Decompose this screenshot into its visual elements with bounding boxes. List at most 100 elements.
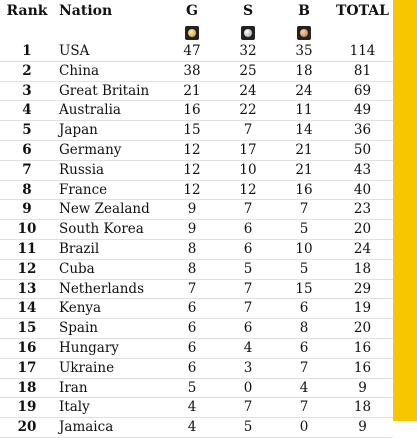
total-cell[interactable]: 20 xyxy=(332,318,393,339)
silver-count-cell[interactable]: 6 xyxy=(220,239,276,260)
bronze-count-cell[interactable]: 4 xyxy=(276,378,332,399)
rank-cell[interactable]: 8 xyxy=(0,180,54,201)
rank-cell[interactable]: 10 xyxy=(0,219,54,240)
total-cell[interactable]: 49 xyxy=(332,100,393,122)
silver-count-cell[interactable]: 6 xyxy=(220,318,276,339)
total-cell[interactable]: 43 xyxy=(332,160,393,181)
nation-cell[interactable]: New Zealand xyxy=(54,199,164,221)
total-cell[interactable]: 36 xyxy=(332,120,393,141)
silver-count-cell[interactable]: 5 xyxy=(220,259,276,280)
total-cell[interactable]: 40 xyxy=(332,180,393,201)
total-cell[interactable]: 20 xyxy=(332,219,393,240)
gold-count-cell[interactable]: 38 xyxy=(164,61,220,82)
bronze-count-cell[interactable]: 15 xyxy=(276,279,332,300)
gold-count-cell[interactable]: 8 xyxy=(164,239,220,260)
silver-count-cell[interactable]: 22 xyxy=(220,100,276,122)
silver-count-cell[interactable]: 4 xyxy=(220,338,276,359)
empty-cell[interactable] xyxy=(54,22,164,42)
nation-cell[interactable]: Germany xyxy=(54,140,164,161)
nation-cell[interactable]: USA xyxy=(54,42,164,62)
silver-count-cell[interactable]: 7 xyxy=(220,279,276,300)
bronze-count-cell[interactable]: 16 xyxy=(276,180,332,201)
total-cell[interactable]: 50 xyxy=(332,140,393,161)
gold-count-cell[interactable]: 9 xyxy=(164,219,220,240)
bronze-count-cell[interactable]: 6 xyxy=(276,298,332,320)
bronze-count-cell[interactable]: 14 xyxy=(276,120,332,141)
nation-cell[interactable]: Japan xyxy=(54,120,164,141)
gold-count-cell[interactable]: 5 xyxy=(164,378,220,399)
gold-count-cell[interactable]: 6 xyxy=(164,298,220,320)
bronze-count-cell[interactable]: 5 xyxy=(276,219,332,240)
silver-count-cell[interactable]: 24 xyxy=(220,81,276,102)
silver-count-cell[interactable]: 17 xyxy=(220,140,276,161)
silver-count-cell[interactable]: 6 xyxy=(220,219,276,240)
total-cell[interactable]: 69 xyxy=(332,81,393,102)
rank-cell[interactable]: 11 xyxy=(0,239,54,260)
gold-count-cell[interactable]: 16 xyxy=(164,100,220,122)
nation-cell[interactable]: Great Britain xyxy=(54,81,164,102)
total-cell[interactable]: 81 xyxy=(332,61,393,82)
total-cell[interactable]: 29 xyxy=(332,279,393,300)
total-cell[interactable]: 16 xyxy=(332,338,393,359)
rank-cell[interactable]: 9 xyxy=(0,199,54,221)
gold-icon-cell[interactable] xyxy=(164,22,220,42)
nation-cell[interactable]: Hungary xyxy=(54,338,164,359)
bronze-count-cell[interactable]: 24 xyxy=(276,81,332,102)
highlighted-column[interactable] xyxy=(393,0,417,421)
gold-count-cell[interactable]: 9 xyxy=(164,199,220,221)
rank-cell[interactable]: 16 xyxy=(0,338,54,359)
nation-cell[interactable]: Ukraine xyxy=(54,358,164,379)
total-header[interactable]: TOTAL xyxy=(336,3,389,19)
nation-cell[interactable]: China xyxy=(54,61,164,82)
nation-cell[interactable]: Russia xyxy=(54,160,164,181)
bronze-count-cell[interactable]: 10 xyxy=(276,239,332,260)
total-cell[interactable]: 19 xyxy=(332,298,393,320)
silver-count-cell[interactable]: 0 xyxy=(220,378,276,399)
total-cell[interactable]: 16 xyxy=(332,358,393,379)
total-cell[interactable]: 24 xyxy=(332,239,393,260)
rank-cell[interactable]: 3 xyxy=(0,81,54,102)
bronze-count-cell[interactable]: 21 xyxy=(276,160,332,181)
gold-count-cell[interactable]: 6 xyxy=(164,358,220,379)
gold-count-cell[interactable]: 6 xyxy=(164,338,220,359)
silver-icon-cell[interactable] xyxy=(220,22,276,42)
total-cell[interactable]: 114 xyxy=(332,42,393,62)
rank-cell[interactable]: 2 xyxy=(0,61,54,82)
nation-cell[interactable]: Netherlands xyxy=(54,279,164,300)
rank-header[interactable]: Rank xyxy=(6,3,48,19)
total-cell[interactable]: 18 xyxy=(332,259,393,280)
bronze-header[interactable]: B xyxy=(298,3,310,19)
rank-cell[interactable]: 7 xyxy=(0,160,54,181)
silver-count-cell[interactable]: 12 xyxy=(220,180,276,201)
total-cell[interactable]: 9 xyxy=(332,378,393,399)
bronze-count-cell[interactable]: 35 xyxy=(276,42,332,62)
rank-cell[interactable]: 15 xyxy=(0,318,54,339)
total-cell[interactable]: 23 xyxy=(332,199,393,221)
gold-count-cell[interactable]: 47 xyxy=(164,42,220,62)
rank-cell[interactable]: 5 xyxy=(0,120,54,141)
rank-cell[interactable]: 4 xyxy=(0,100,54,122)
silver-count-cell[interactable]: 32 xyxy=(220,42,276,62)
nation-header[interactable]: Nation xyxy=(59,3,113,19)
nation-cell[interactable]: Kenya xyxy=(54,298,164,320)
gold-count-cell[interactable]: 12 xyxy=(164,160,220,181)
silver-count-cell[interactable]: 7 xyxy=(220,397,276,419)
nation-cell[interactable]: Australia xyxy=(54,100,164,122)
gold-count-cell[interactable]: 21 xyxy=(164,81,220,102)
bronze-count-cell[interactable]: 7 xyxy=(276,397,332,419)
total-cell[interactable]: 18 xyxy=(332,397,393,419)
gold-count-cell[interactable]: 15 xyxy=(164,120,220,141)
bronze-count-cell[interactable]: 11 xyxy=(276,100,332,122)
gold-count-cell[interactable]: 6 xyxy=(164,318,220,339)
bronze-count-cell[interactable]: 8 xyxy=(276,318,332,339)
nation-cell[interactable]: France xyxy=(54,180,164,201)
rank-cell[interactable]: 1 xyxy=(0,42,54,62)
empty-cell[interactable] xyxy=(0,22,54,42)
silver-header[interactable]: S xyxy=(242,3,254,19)
rank-cell[interactable]: 17 xyxy=(0,358,54,379)
rank-cell[interactable]: 12 xyxy=(0,259,54,280)
silver-count-cell[interactable]: 25 xyxy=(220,61,276,82)
gold-count-cell[interactable]: 12 xyxy=(164,180,220,201)
nation-cell[interactable]: Spain xyxy=(54,318,164,339)
bronze-count-cell[interactable]: 7 xyxy=(276,199,332,221)
